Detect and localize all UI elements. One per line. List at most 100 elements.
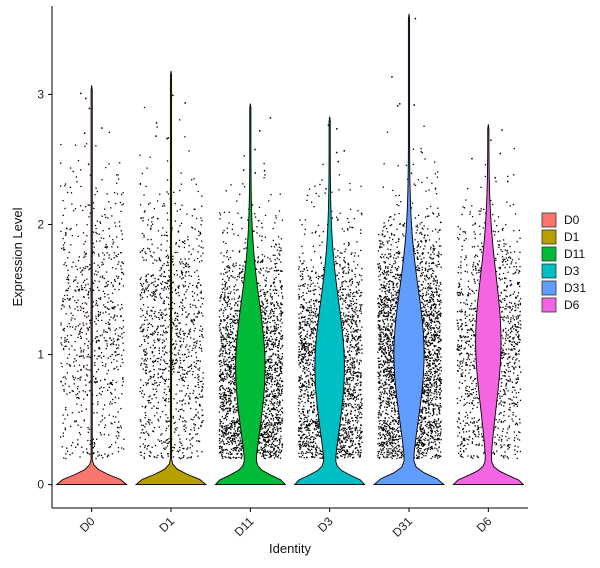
data-point — [111, 307, 114, 310]
data-point — [270, 422, 272, 424]
data-point — [181, 313, 183, 316]
data-point — [225, 338, 227, 341]
data-point — [357, 430, 359, 432]
data-point — [235, 406, 237, 409]
data-point — [184, 430, 187, 432]
data-point — [278, 243, 280, 245]
data-point — [194, 228, 196, 230]
data-point — [343, 312, 345, 314]
data-point — [174, 311, 177, 314]
data-point — [202, 377, 204, 379]
data-point — [87, 329, 89, 331]
data-point — [151, 310, 153, 312]
data-point — [230, 308, 232, 310]
data-point — [226, 395, 228, 397]
data-point — [162, 334, 164, 336]
data-point — [231, 357, 234, 360]
data-point — [183, 354, 186, 356]
data-point — [219, 214, 222, 216]
data-point — [158, 420, 160, 422]
data-point — [179, 208, 181, 211]
data-point — [141, 424, 143, 426]
data-point — [254, 148, 256, 151]
data-point — [167, 420, 169, 422]
data-point — [172, 261, 174, 263]
data-point — [166, 442, 168, 444]
data-point — [224, 284, 226, 286]
data-point — [199, 340, 201, 342]
data-point — [234, 447, 236, 449]
data-point — [200, 306, 202, 308]
data-point — [163, 289, 165, 291]
data-point — [179, 357, 181, 359]
data-point — [278, 405, 280, 407]
data-point — [269, 450, 271, 452]
data-point — [271, 399, 273, 401]
data-point — [79, 355, 81, 357]
data-point — [104, 365, 106, 367]
data-point — [201, 303, 204, 305]
data-point — [157, 418, 159, 421]
data-point — [233, 447, 235, 449]
data-point — [225, 364, 227, 366]
data-point — [311, 317, 313, 319]
data-point — [178, 434, 180, 436]
data-point — [224, 397, 226, 399]
data-point — [74, 340, 76, 343]
data-point — [175, 343, 178, 345]
data-point — [340, 455, 342, 457]
data-point — [180, 222, 183, 224]
data-point — [228, 397, 230, 400]
data-point — [174, 428, 176, 430]
data-point — [222, 410, 224, 412]
data-point — [226, 288, 228, 290]
data-point — [230, 346, 232, 349]
data-point — [269, 361, 271, 363]
data-point — [98, 424, 100, 426]
data-point — [153, 294, 155, 296]
data-point — [220, 349, 222, 351]
data-point — [316, 431, 319, 433]
data-point — [228, 361, 230, 363]
data-point — [64, 418, 66, 420]
data-point — [272, 414, 274, 416]
data-point — [318, 235, 321, 237]
data-point — [164, 361, 166, 363]
data-point — [193, 259, 196, 261]
data-point — [319, 452, 321, 455]
data-point — [188, 395, 190, 397]
data-point — [274, 402, 276, 404]
data-point — [148, 399, 151, 402]
data-point — [117, 338, 119, 340]
data-point — [165, 282, 167, 284]
data-point — [201, 350, 203, 352]
data-point — [143, 363, 145, 365]
data-point — [230, 453, 232, 455]
data-point — [239, 426, 241, 428]
data-point — [166, 137, 168, 140]
data-point — [282, 334, 284, 337]
data-point — [92, 231, 95, 233]
data-point — [266, 387, 268, 389]
data-point — [142, 432, 144, 434]
data-point — [275, 408, 277, 411]
data-point — [77, 378, 79, 380]
data-point — [109, 327, 111, 329]
data-point — [114, 396, 116, 398]
data-point — [120, 252, 122, 254]
data-point — [141, 172, 143, 175]
data-point — [273, 408, 276, 410]
data-point — [231, 392, 233, 394]
data-point — [79, 332, 81, 334]
data-point — [227, 334, 229, 336]
data-point — [62, 214, 64, 216]
data-point — [225, 242, 227, 244]
data-point — [185, 311, 187, 313]
data-point — [234, 348, 237, 351]
data-point — [95, 315, 97, 318]
data-point — [109, 355, 112, 357]
data-point — [92, 301, 94, 303]
data-point — [95, 270, 97, 272]
data-point — [266, 325, 268, 327]
data-point — [266, 440, 269, 443]
